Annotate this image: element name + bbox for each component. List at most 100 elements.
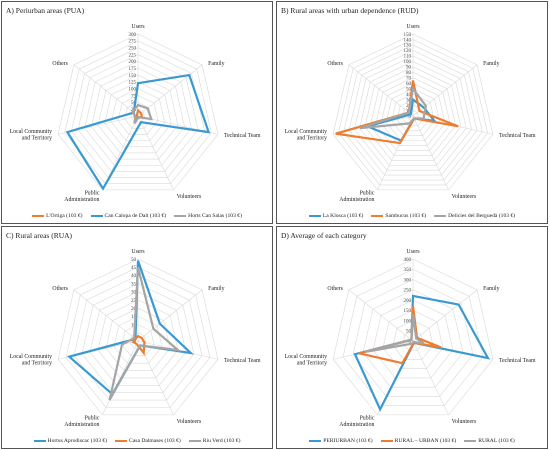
- radar-panel-average: 0 50 100 150 200 250 300 350 400 Users Family Techn…: [276, 226, 548, 449]
- category-label: Technical Team: [499, 133, 536, 139]
- tick-label: 125: [129, 81, 137, 86]
- tick-label: 50: [131, 101, 137, 106]
- legend-swatch: [188, 440, 201, 442]
- series-line: [108, 266, 182, 401]
- chart-title: D) Average of each category: [281, 231, 367, 240]
- legend-label: Casa Dalmases (103 €): [129, 438, 181, 444]
- legend-item: Sambucus (103 €): [371, 213, 426, 219]
- tick-label: 60: [406, 82, 412, 87]
- axis-spoke: [137, 289, 203, 342]
- grid-ring: [113, 316, 163, 364]
- category-label: Others: [52, 286, 68, 292]
- category-label: Users: [131, 24, 145, 30]
- legend-swatch: [464, 440, 477, 442]
- radar-panel-rural: 0 5 10 15 20 25 30 35 40 45 50 Users Family Technical…: [1, 226, 273, 449]
- category-label: Users: [131, 249, 145, 255]
- tick-label: 175: [129, 67, 137, 72]
- grid-ring: [104, 81, 172, 148]
- axis-spoke: [102, 340, 139, 416]
- category-label: Volunteers: [177, 419, 202, 425]
- grid-ring: [73, 275, 203, 401]
- grid-ring: [64, 40, 212, 185]
- category-label: Users: [406, 249, 420, 255]
- grid-ring: [97, 299, 179, 379]
- tick-label: 200: [404, 299, 412, 304]
- tick-label: 150: [404, 309, 412, 314]
- legend-label: Riu Verd (103 €): [202, 438, 241, 444]
- legend-label: RURAL (103 €): [478, 438, 515, 444]
- legend-label: Hortus Aprodiscac (103 €): [47, 438, 108, 444]
- category-label: Local Community and Territory: [10, 354, 52, 367]
- grid-ring: [364, 66, 462, 161]
- grid-ring: [117, 95, 159, 135]
- grid-ring: [57, 33, 219, 191]
- tick-label: 250: [404, 289, 412, 294]
- tick-label: 50: [406, 87, 412, 92]
- tick-label: 350: [404, 268, 412, 273]
- legend-swatch: [309, 440, 322, 442]
- legend-item: RURAL (103 €): [464, 438, 515, 444]
- category-label: Family: [483, 286, 500, 292]
- tick-label: 225: [129, 53, 137, 58]
- grid-ring: [391, 93, 435, 137]
- legend-label: PERIURBAN (103 €): [323, 438, 373, 444]
- tick-label: 40: [131, 274, 137, 279]
- tick-label: 35: [131, 282, 137, 287]
- legend-item: Horts Can Salas (103 €): [174, 213, 242, 219]
- axis-spoke: [412, 340, 449, 416]
- grid-ring: [57, 258, 219, 416]
- category-label: Local Community and Territory: [10, 129, 52, 142]
- grid-ring: [342, 268, 484, 406]
- legend-item: Hortus Aprodiscac (103 €): [33, 438, 108, 444]
- legend-swatch: [308, 215, 321, 217]
- grid-ring: [121, 324, 155, 357]
- legend-label: Delicies del Berguedà (103 €): [448, 213, 516, 219]
- category-label: Technical Team: [224, 358, 261, 364]
- axis-spoke: [73, 64, 139, 117]
- tick-label: 300: [129, 33, 137, 38]
- grid-ring: [359, 61, 467, 166]
- legend-label: Can Calopa de Dalt (103 €): [104, 213, 167, 219]
- legend-swatch: [33, 440, 46, 442]
- grid-ring: [348, 50, 478, 176]
- legend-swatch: [174, 215, 187, 217]
- legend-item: Casa Dalmases (103 €): [115, 438, 181, 444]
- category-label: Volunteers: [452, 194, 477, 200]
- tick-label: 100: [404, 319, 412, 324]
- grid-ring: [84, 61, 192, 166]
- legend-item: L'Ortiga (103 €): [32, 213, 83, 219]
- category-label: Local Community and Territory: [285, 354, 327, 367]
- category-label: Technical Team: [499, 358, 536, 364]
- tick-label: 75: [131, 94, 137, 99]
- grid-ring: [105, 307, 171, 371]
- tick-label: 120: [404, 49, 412, 54]
- tick-label: 30: [131, 291, 137, 296]
- grid-ring: [386, 88, 440, 141]
- category-label: Public Administration: [64, 416, 100, 429]
- grid-ring: [81, 283, 195, 394]
- grid-ring: [77, 54, 199, 172]
- grid-ring: [372, 299, 454, 379]
- category-label: Family: [208, 61, 225, 67]
- category-label: Others: [327, 61, 343, 67]
- grid-ring: [380, 82, 446, 146]
- axis-spoke: [412, 289, 478, 342]
- legend-item: Can Calopa de Dalt (103 €): [90, 213, 167, 219]
- legend-item: La Klosca (103 €): [308, 213, 363, 219]
- axis-spoke: [137, 64, 203, 117]
- grid-ring: [392, 320, 434, 360]
- legend-swatch: [434, 215, 447, 217]
- chart-title: C) Rural areas (RUA): [6, 231, 73, 240]
- grid-ring: [332, 258, 494, 416]
- category-label: Public Administration: [339, 191, 375, 204]
- tick-label: 0: [409, 340, 412, 345]
- category-label: Public Administration: [64, 191, 100, 204]
- grid-ring: [332, 33, 494, 191]
- tick-label: 30: [406, 98, 412, 103]
- tick-label: 250: [129, 46, 137, 51]
- category-label: Others: [327, 286, 343, 292]
- axis-spoke: [137, 115, 174, 191]
- radar-chart: 0 50 100 150 200 250 300 350 400 Users Family Techn…: [285, 249, 536, 428]
- grid-ring: [111, 88, 165, 141]
- axis-spoke: [73, 289, 139, 342]
